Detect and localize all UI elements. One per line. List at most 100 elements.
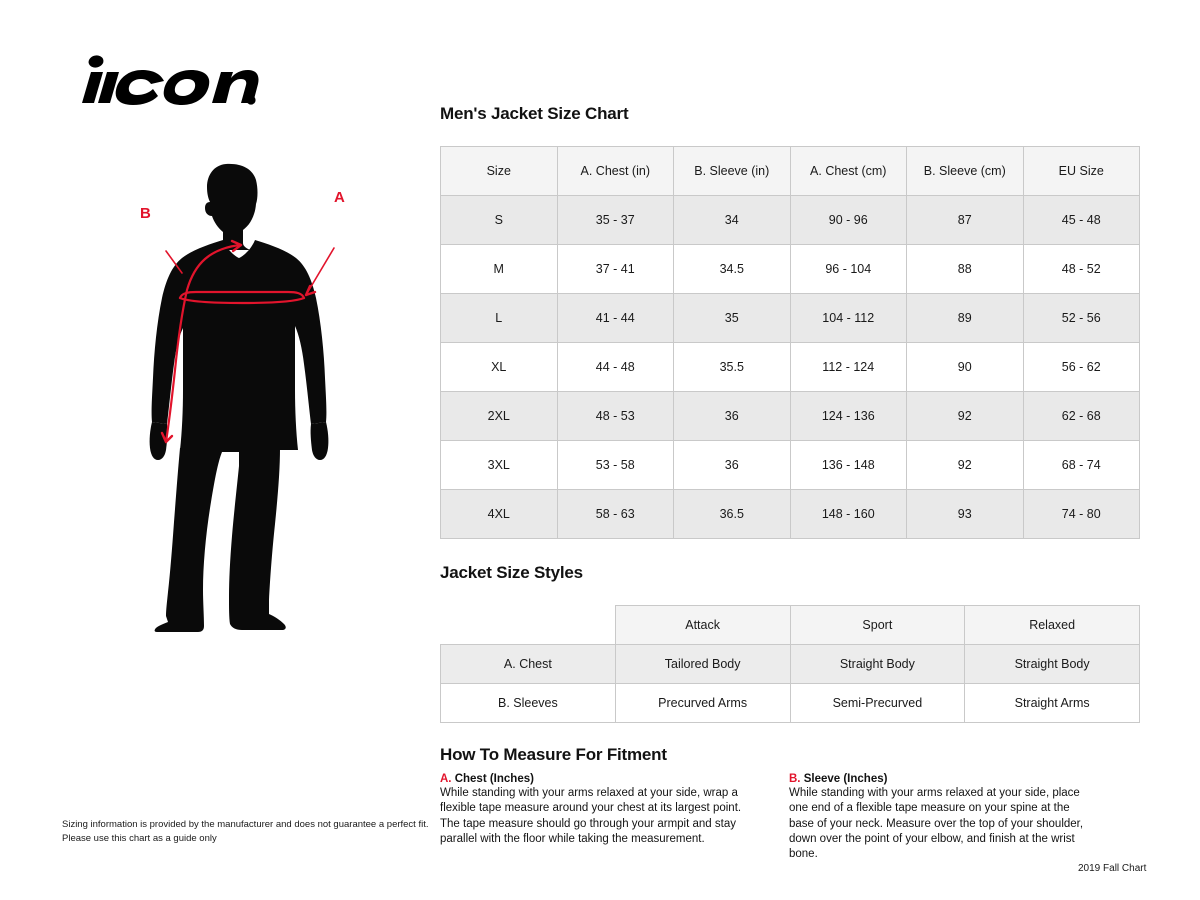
jacket-size-styles-table: Attack Sport Relaxed A. Chest Tailored B…: [440, 605, 1140, 723]
cell-chest-in: 37 - 41: [556, 244, 674, 294]
cell-sleeve-cm: 90: [906, 342, 1024, 392]
table-row: XL 44 - 48 35.5 112 - 124 90 56 - 62: [440, 342, 1140, 392]
cell-chest-cm: 90 - 96: [789, 195, 907, 245]
cell-chest-cm: 124 - 136: [789, 391, 907, 441]
cell-size: XL: [440, 342, 558, 392]
cell-chest-cm: 112 - 124: [789, 342, 907, 392]
cell-sleeve-cm: 92: [906, 440, 1024, 490]
col-chest-cm: A. Chest (cm): [789, 146, 907, 196]
male-silhouette-shape: [149, 163, 329, 632]
cell-chest-in: 53 - 58: [556, 440, 674, 490]
cell-sleeve-in: 34.5: [673, 244, 791, 294]
styles-header-row: Attack Sport Relaxed: [440, 605, 1140, 645]
styles-cell-attack: Tailored Body: [614, 644, 791, 684]
chart-content: Men's Jacket Size Chart Size A. Chest (i…: [440, 104, 1140, 862]
measure-item-sleeve: B. Sleeve (Inches) While standing with y…: [789, 773, 1094, 862]
disclaimer-line-1: Sizing information is provided by the ma…: [62, 819, 429, 830]
cell-chest-in: 44 - 48: [556, 342, 674, 392]
cell-chest-cm: 148 - 160: [789, 489, 907, 539]
styles-col-relaxed: Relaxed: [964, 605, 1140, 645]
cell-sleeve-cm: 89: [906, 293, 1024, 343]
styles-col-sport: Sport: [789, 605, 966, 645]
style-chart-title: Jacket Size Styles: [440, 563, 583, 582]
cell-sleeve-cm: 88: [906, 244, 1024, 294]
measure-chest-heading: A. Chest (Inches): [440, 773, 745, 785]
cell-eu-size: 56 - 62: [1022, 342, 1140, 392]
disclaimer: Sizing information is provided by the ma…: [62, 818, 462, 846]
body-silhouette-svg: A B: [140, 163, 345, 632]
cell-chest-in: 58 - 63: [556, 489, 674, 539]
col-chest-in: A. Chest (in): [556, 146, 674, 196]
styles-row-label: A. Chest: [440, 644, 616, 684]
icon-wordmark-logo: [82, 55, 259, 105]
col-sleeve-cm: B. Sleeve (cm): [906, 146, 1024, 196]
diagram-label-a: A: [334, 189, 345, 206]
cell-sleeve-in: 36: [673, 440, 791, 490]
measure-sleeve-letter: B.: [789, 773, 801, 785]
measure-sleeve-body: While standing with your arms relaxed at…: [789, 787, 1084, 861]
measure-chest-body: While standing with your arms relaxed at…: [440, 787, 742, 845]
cell-size: S: [440, 195, 558, 245]
cell-sleeve-in: 36: [673, 391, 791, 441]
cell-eu-size: 52 - 56: [1022, 293, 1140, 343]
measure-title: How To Measure For Fitment: [440, 745, 667, 764]
styles-row-chest: A. Chest Tailored Body Straight Body Str…: [440, 644, 1140, 684]
cell-sleeve-cm: 92: [906, 391, 1024, 441]
table-row: L 41 - 44 35 104 - 112 89 52 - 56: [440, 293, 1140, 343]
cell-eu-size: 62 - 68: [1022, 391, 1140, 441]
styles-col-attack: Attack: [614, 605, 791, 645]
styles-row-sleeves: B. Sleeves Precurved Arms Semi-Precurved…: [440, 683, 1140, 723]
cell-size: 2XL: [440, 391, 558, 441]
cell-sleeve-cm: 93: [906, 489, 1024, 539]
cell-eu-size: 45 - 48: [1022, 195, 1140, 245]
cell-chest-in: 48 - 53: [556, 391, 674, 441]
col-sleeve-in: B. Sleeve (in): [673, 146, 791, 196]
table-header-row: Size A. Chest (in) B. Sleeve (in) A. Che…: [440, 146, 1140, 196]
cell-chest-cm: 136 - 148: [789, 440, 907, 490]
mens-jacket-size-table: Size A. Chest (in) B. Sleeve (in) A. Che…: [440, 146, 1140, 539]
cell-size: 3XL: [440, 440, 558, 490]
how-to-measure-section: How To Measure For Fitment A. Chest (Inc…: [440, 745, 1140, 862]
cell-chest-cm: 104 - 112: [789, 293, 907, 343]
cell-sleeve-in: 36.5: [673, 489, 791, 539]
measure-sleeve-heading-text: Sleeve (Inches): [803, 773, 888, 785]
cell-chest-in: 41 - 44: [556, 293, 674, 343]
cell-sleeve-in: 34: [673, 195, 791, 245]
size-chart-title: Men's Jacket Size Chart: [440, 104, 629, 123]
table-row: 3XL 53 - 58 36 136 - 148 92 68 - 74: [440, 440, 1140, 490]
cell-size: M: [440, 244, 558, 294]
cell-size: 4XL: [440, 489, 558, 539]
diagram-label-b: B: [140, 205, 151, 222]
col-eu-size: EU Size: [1022, 146, 1140, 196]
measurement-lines: [160, 239, 335, 444]
measure-chest-letter: A.: [440, 773, 452, 785]
measurement-diagram: A B: [110, 140, 370, 640]
table-row: S 35 - 37 34 90 - 96 87 45 - 48: [440, 195, 1140, 245]
col-size: Size: [440, 146, 558, 196]
styles-cell-attack: Precurved Arms: [614, 683, 791, 723]
styles-cell-sport: Straight Body: [789, 644, 966, 684]
chart-stamp: 2019 Fall Chart: [1078, 863, 1147, 874]
cell-sleeve-in: 35: [673, 293, 791, 343]
measure-item-chest: A. Chest (Inches) While standing with yo…: [440, 773, 745, 862]
table-row: 4XL 58 - 63 36.5 148 - 160 93 74 - 80: [440, 489, 1140, 539]
cell-sleeve-cm: 87: [906, 195, 1024, 245]
cell-chest-cm: 96 - 104: [789, 244, 907, 294]
styles-cell-sport: Semi-Precurved: [789, 683, 966, 723]
cell-sleeve-in: 35.5: [673, 342, 791, 392]
cell-eu-size: 74 - 80: [1022, 489, 1140, 539]
measure-sleeve-heading: B. Sleeve (Inches): [789, 773, 1094, 785]
styles-row-label: B. Sleeves: [440, 683, 616, 723]
styles-header-blank: [440, 605, 616, 645]
cell-eu-size: 48 - 52: [1022, 244, 1140, 294]
cell-chest-in: 35 - 37: [556, 195, 674, 245]
styles-cell-relaxed: Straight Body: [964, 644, 1140, 684]
disclaimer-line-2: Please use this chart as a guide only: [62, 832, 217, 844]
styles-cell-relaxed: Straight Arms: [964, 683, 1140, 723]
table-row: 2XL 48 - 53 36 124 - 136 92 62 - 68: [440, 391, 1140, 441]
cell-eu-size: 68 - 74: [1022, 440, 1140, 490]
table-row: M 37 - 41 34.5 96 - 104 88 48 - 52: [440, 244, 1140, 294]
cell-size: L: [440, 293, 558, 343]
measure-chest-heading-text: Chest (Inches): [454, 773, 534, 785]
brand-logo: [60, 48, 260, 110]
